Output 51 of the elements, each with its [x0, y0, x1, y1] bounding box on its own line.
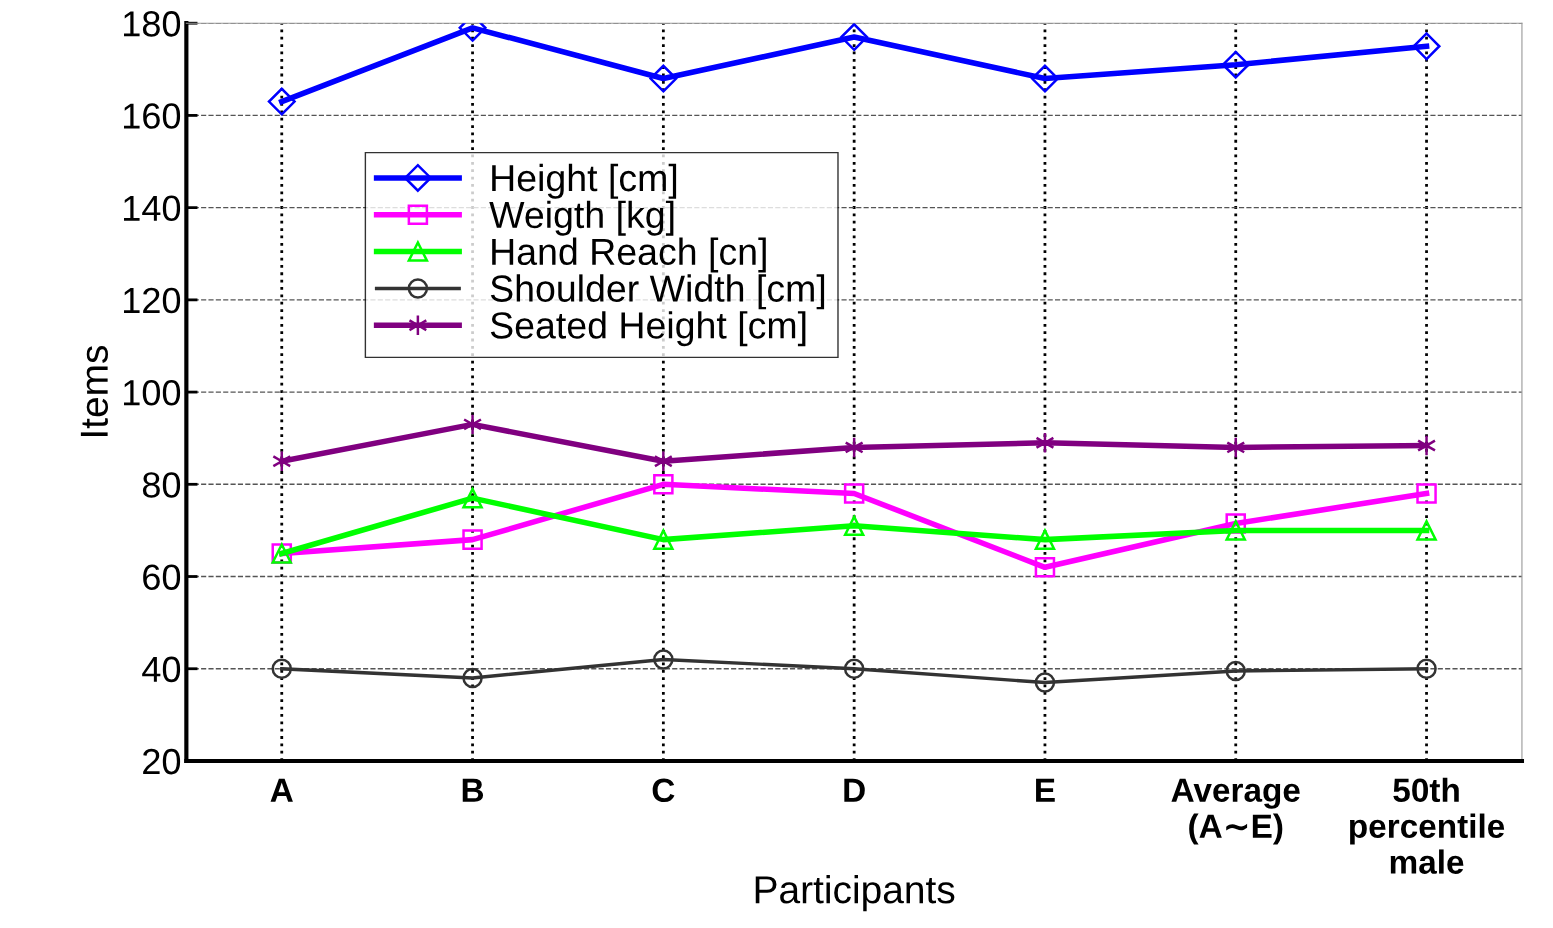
point	[267, 87, 296, 116]
legend-label: Shoulder Width [cm]	[490, 274, 825, 310]
y-tick-label: 160	[124, 103, 181, 129]
point	[271, 658, 293, 680]
point	[1416, 434, 1437, 457]
y-tick-label: 140	[124, 195, 181, 222]
x-tick-label: A	[270, 778, 293, 802]
x-tick-label: 50th percentile male	[1350, 777, 1505, 874]
y-tick-label: 80	[142, 472, 181, 498]
x-tick-label: D	[844, 778, 865, 802]
point	[1225, 660, 1247, 682]
point	[1416, 483, 1437, 504]
y-tick-label: 180	[124, 11, 181, 37]
point	[649, 64, 678, 93]
point	[1225, 520, 1247, 541]
point	[462, 529, 483, 550]
point	[462, 413, 483, 436]
point	[1034, 672, 1056, 693]
legend-label: Seated Height [cm]	[490, 311, 806, 347]
point	[1034, 557, 1056, 578]
y-tick-label: 120	[124, 287, 181, 314]
point	[1034, 529, 1056, 550]
point	[843, 658, 865, 680]
y-axis-title: Items	[80, 345, 109, 437]
x-axis-title: Participants	[755, 874, 955, 912]
x-tick-label: B	[462, 778, 484, 802]
y-tick-label: 100	[124, 379, 181, 406]
point	[462, 487, 483, 509]
y-tick-label: 40	[142, 656, 181, 683]
point	[653, 529, 674, 550]
y-tick-label: 20	[143, 748, 181, 775]
point	[653, 474, 674, 495]
point	[653, 649, 674, 670]
y-tick-label: 60	[143, 564, 181, 590]
x-tick-label: C	[652, 778, 675, 803]
point	[462, 667, 483, 689]
point	[1416, 520, 1437, 541]
legend-label: Height [cm]	[492, 163, 677, 199]
point	[843, 515, 865, 537]
point	[1030, 64, 1059, 93]
point	[843, 483, 865, 504]
x-tick-label: E	[1036, 778, 1055, 802]
x-tick-label: Average (A∼E)	[1171, 778, 1300, 845]
point	[1226, 436, 1246, 459]
legend-label: Hand Reach [cn]	[492, 237, 766, 273]
point	[1221, 50, 1250, 79]
legend-label: Weigth [kg]	[489, 200, 674, 236]
point	[1416, 658, 1437, 680]
point	[1412, 32, 1441, 61]
point	[840, 23, 869, 52]
point	[653, 450, 674, 473]
